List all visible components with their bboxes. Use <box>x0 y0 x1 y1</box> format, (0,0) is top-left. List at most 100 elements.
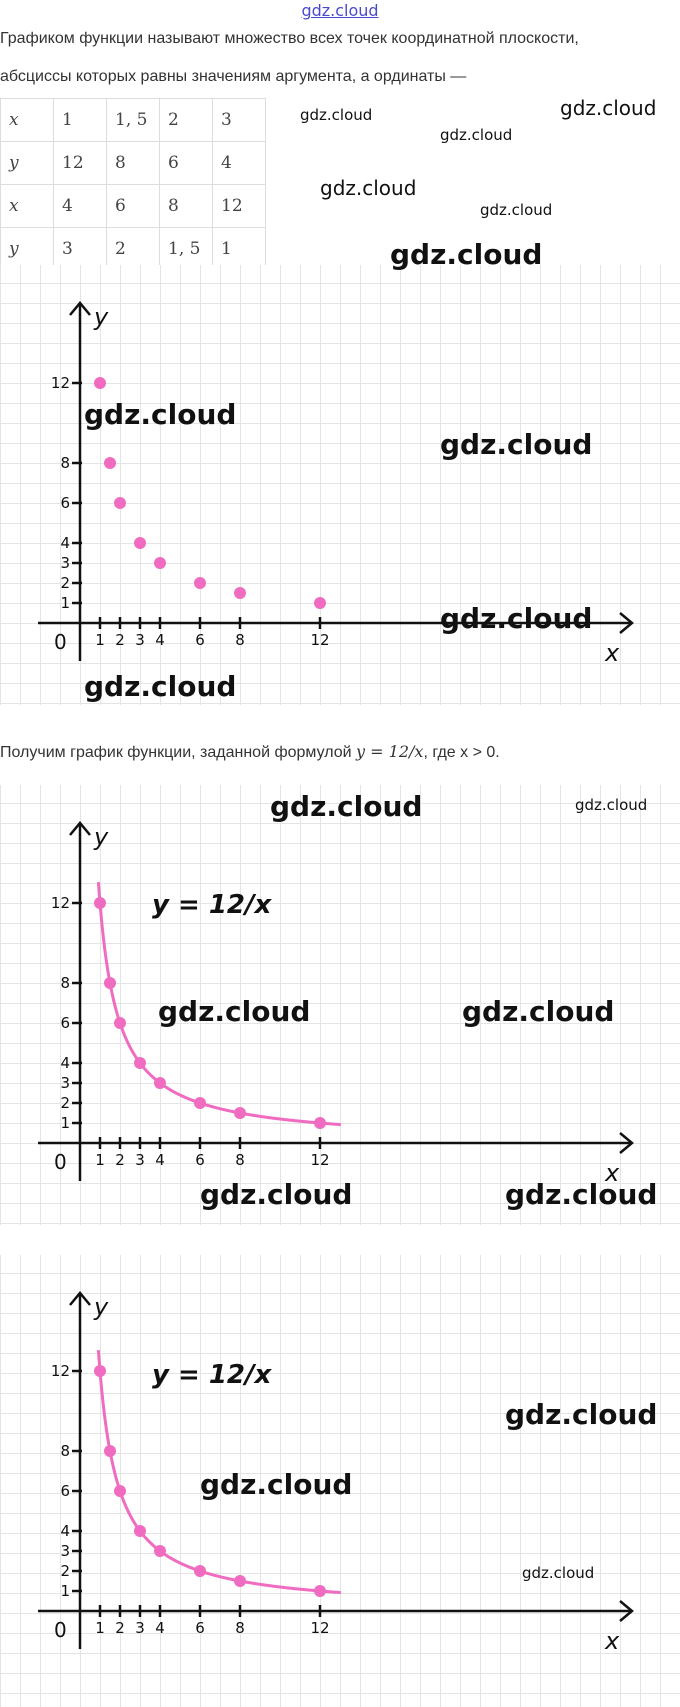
table-row: x 4 6 8 12 <box>0 184 266 228</box>
y-tick-label: 12 <box>51 1362 70 1380</box>
data-point <box>234 587 246 599</box>
watermark: gdz.cloud <box>300 106 373 124</box>
y-tick-label: 4 <box>60 1522 70 1540</box>
chart-points: y x 0 1 2 3 4 6 8 12 1 2 3 4 6 8 12 <box>0 265 680 705</box>
y-tick-label: 4 <box>60 1054 70 1072</box>
y-tick-label: 8 <box>60 1442 70 1460</box>
x-tick-label: 3 <box>135 1619 145 1637</box>
watermark: gdz.cloud <box>575 796 648 814</box>
table-cell: 3 <box>212 98 266 142</box>
y-tick-label: 1 <box>60 1582 70 1600</box>
curve-legend: y = 12/x <box>152 890 273 920</box>
data-point <box>314 1585 326 1597</box>
sentence-suffix: , где x > 0. <box>423 744 500 761</box>
sentence: Получим график функции, заданной формуло… <box>0 742 500 762</box>
data-point <box>234 1107 246 1119</box>
y-tick-label: 2 <box>60 1094 70 1112</box>
data-point <box>234 1575 246 1587</box>
sentence-formula: y = 12/x <box>356 742 424 761</box>
y-tick-label: 3 <box>60 1542 70 1560</box>
watermark: gdz.cloud <box>84 670 237 703</box>
watermark: gdz.cloud <box>560 96 657 120</box>
site-watermark-link[interactable]: gdz.cloud <box>301 1 379 20</box>
x-tick-label: 6 <box>195 1151 205 1169</box>
table-cell: 6 <box>106 184 160 228</box>
x-tick-label: 2 <box>115 631 125 649</box>
data-point <box>114 1017 126 1029</box>
data-point <box>134 1057 146 1069</box>
origin-label: 0 <box>54 1150 67 1174</box>
y-tick-label: 3 <box>60 554 70 572</box>
x-tick-label: 4 <box>155 1619 165 1637</box>
watermark: gdz.cloud <box>320 176 417 200</box>
x-tick-label: 8 <box>235 631 245 649</box>
x-tick-label: 3 <box>135 631 145 649</box>
x-tick-label: 12 <box>310 1619 329 1637</box>
table-cell: 12 <box>212 184 266 228</box>
table-cell: 1 <box>212 227 266 271</box>
table-row: y 12 8 6 4 <box>0 141 266 185</box>
table-cell: 1 <box>53 98 107 142</box>
table-cell: 12 <box>53 141 107 185</box>
data-point <box>104 457 116 469</box>
y-tick-label: 1 <box>60 1114 70 1132</box>
watermark: gdz.cloud <box>84 398 237 431</box>
x-axis-label: x <box>604 1627 620 1655</box>
table-cell: 8 <box>106 141 160 185</box>
data-point <box>114 497 126 509</box>
y-tick-label: 12 <box>51 894 70 912</box>
y-axis-label: y <box>93 303 109 331</box>
y-tick-label: 1 <box>60 594 70 612</box>
watermark: gdz.cloud <box>505 1178 658 1211</box>
x-tick-label: 4 <box>155 631 165 649</box>
watermark: gdz.cloud <box>480 201 553 219</box>
data-point <box>154 1545 166 1557</box>
table-cell: 1, 5 <box>106 98 160 142</box>
data-point <box>94 897 106 909</box>
x-tick-label: 2 <box>115 1619 125 1637</box>
row-header: y <box>0 141 54 185</box>
x-axis-label: x <box>604 1159 620 1187</box>
x-tick-label: 3 <box>135 1151 145 1169</box>
row-header: x <box>0 98 54 142</box>
watermark: gdz.cloud <box>505 1398 658 1431</box>
y-axis-arrow <box>69 821 91 836</box>
chart-curve-2: y x 0 1 2 3 4 6 8 12 1 2 3 4 6 8 12 y = 12/x <box>0 1255 680 1707</box>
row-header: x <box>0 184 54 228</box>
data-point <box>194 1097 206 1109</box>
intro-line-1: Графиком функции называют множество всех… <box>0 30 579 47</box>
y-tick-label: 2 <box>60 574 70 592</box>
x-tick-label: 12 <box>310 1151 329 1169</box>
x-tick-label: 6 <box>195 631 205 649</box>
origin-label: 0 <box>54 630 67 654</box>
intro-line-2: абсциссы которых равны значениям аргумен… <box>0 68 467 85</box>
watermark: gdz.cloud <box>200 1468 353 1501</box>
x-tick-label: 6 <box>195 1619 205 1637</box>
data-point <box>94 1365 106 1377</box>
table-cell: 2 <box>159 98 213 142</box>
x-tick-label: 12 <box>310 631 329 649</box>
sentence-text: Получим график функции, заданной формуло… <box>0 744 357 761</box>
watermark: gdz.cloud <box>200 1178 353 1211</box>
y-tick-label: 6 <box>60 1482 70 1500</box>
table-cell: 8 <box>159 184 213 228</box>
watermark: gdz.cloud <box>462 995 615 1028</box>
origin-label: 0 <box>54 1618 67 1642</box>
data-point <box>194 1565 206 1577</box>
x-tick-label: 8 <box>235 1619 245 1637</box>
data-point <box>114 1485 126 1497</box>
x-axis-arrow <box>619 612 634 634</box>
chart-curve-1: y x 0 1 2 3 4 6 8 12 1 2 3 4 6 8 12 y = 12/x <box>0 785 680 1225</box>
y-axis-arrow <box>69 301 91 316</box>
x-axis-arrow <box>619 1600 634 1622</box>
x-axis-label: x <box>604 639 620 667</box>
x-tick-label: 2 <box>115 1151 125 1169</box>
table-cell: 4 <box>53 184 107 228</box>
y-tick-label: 4 <box>60 534 70 552</box>
y-tick-label: 8 <box>60 454 70 472</box>
